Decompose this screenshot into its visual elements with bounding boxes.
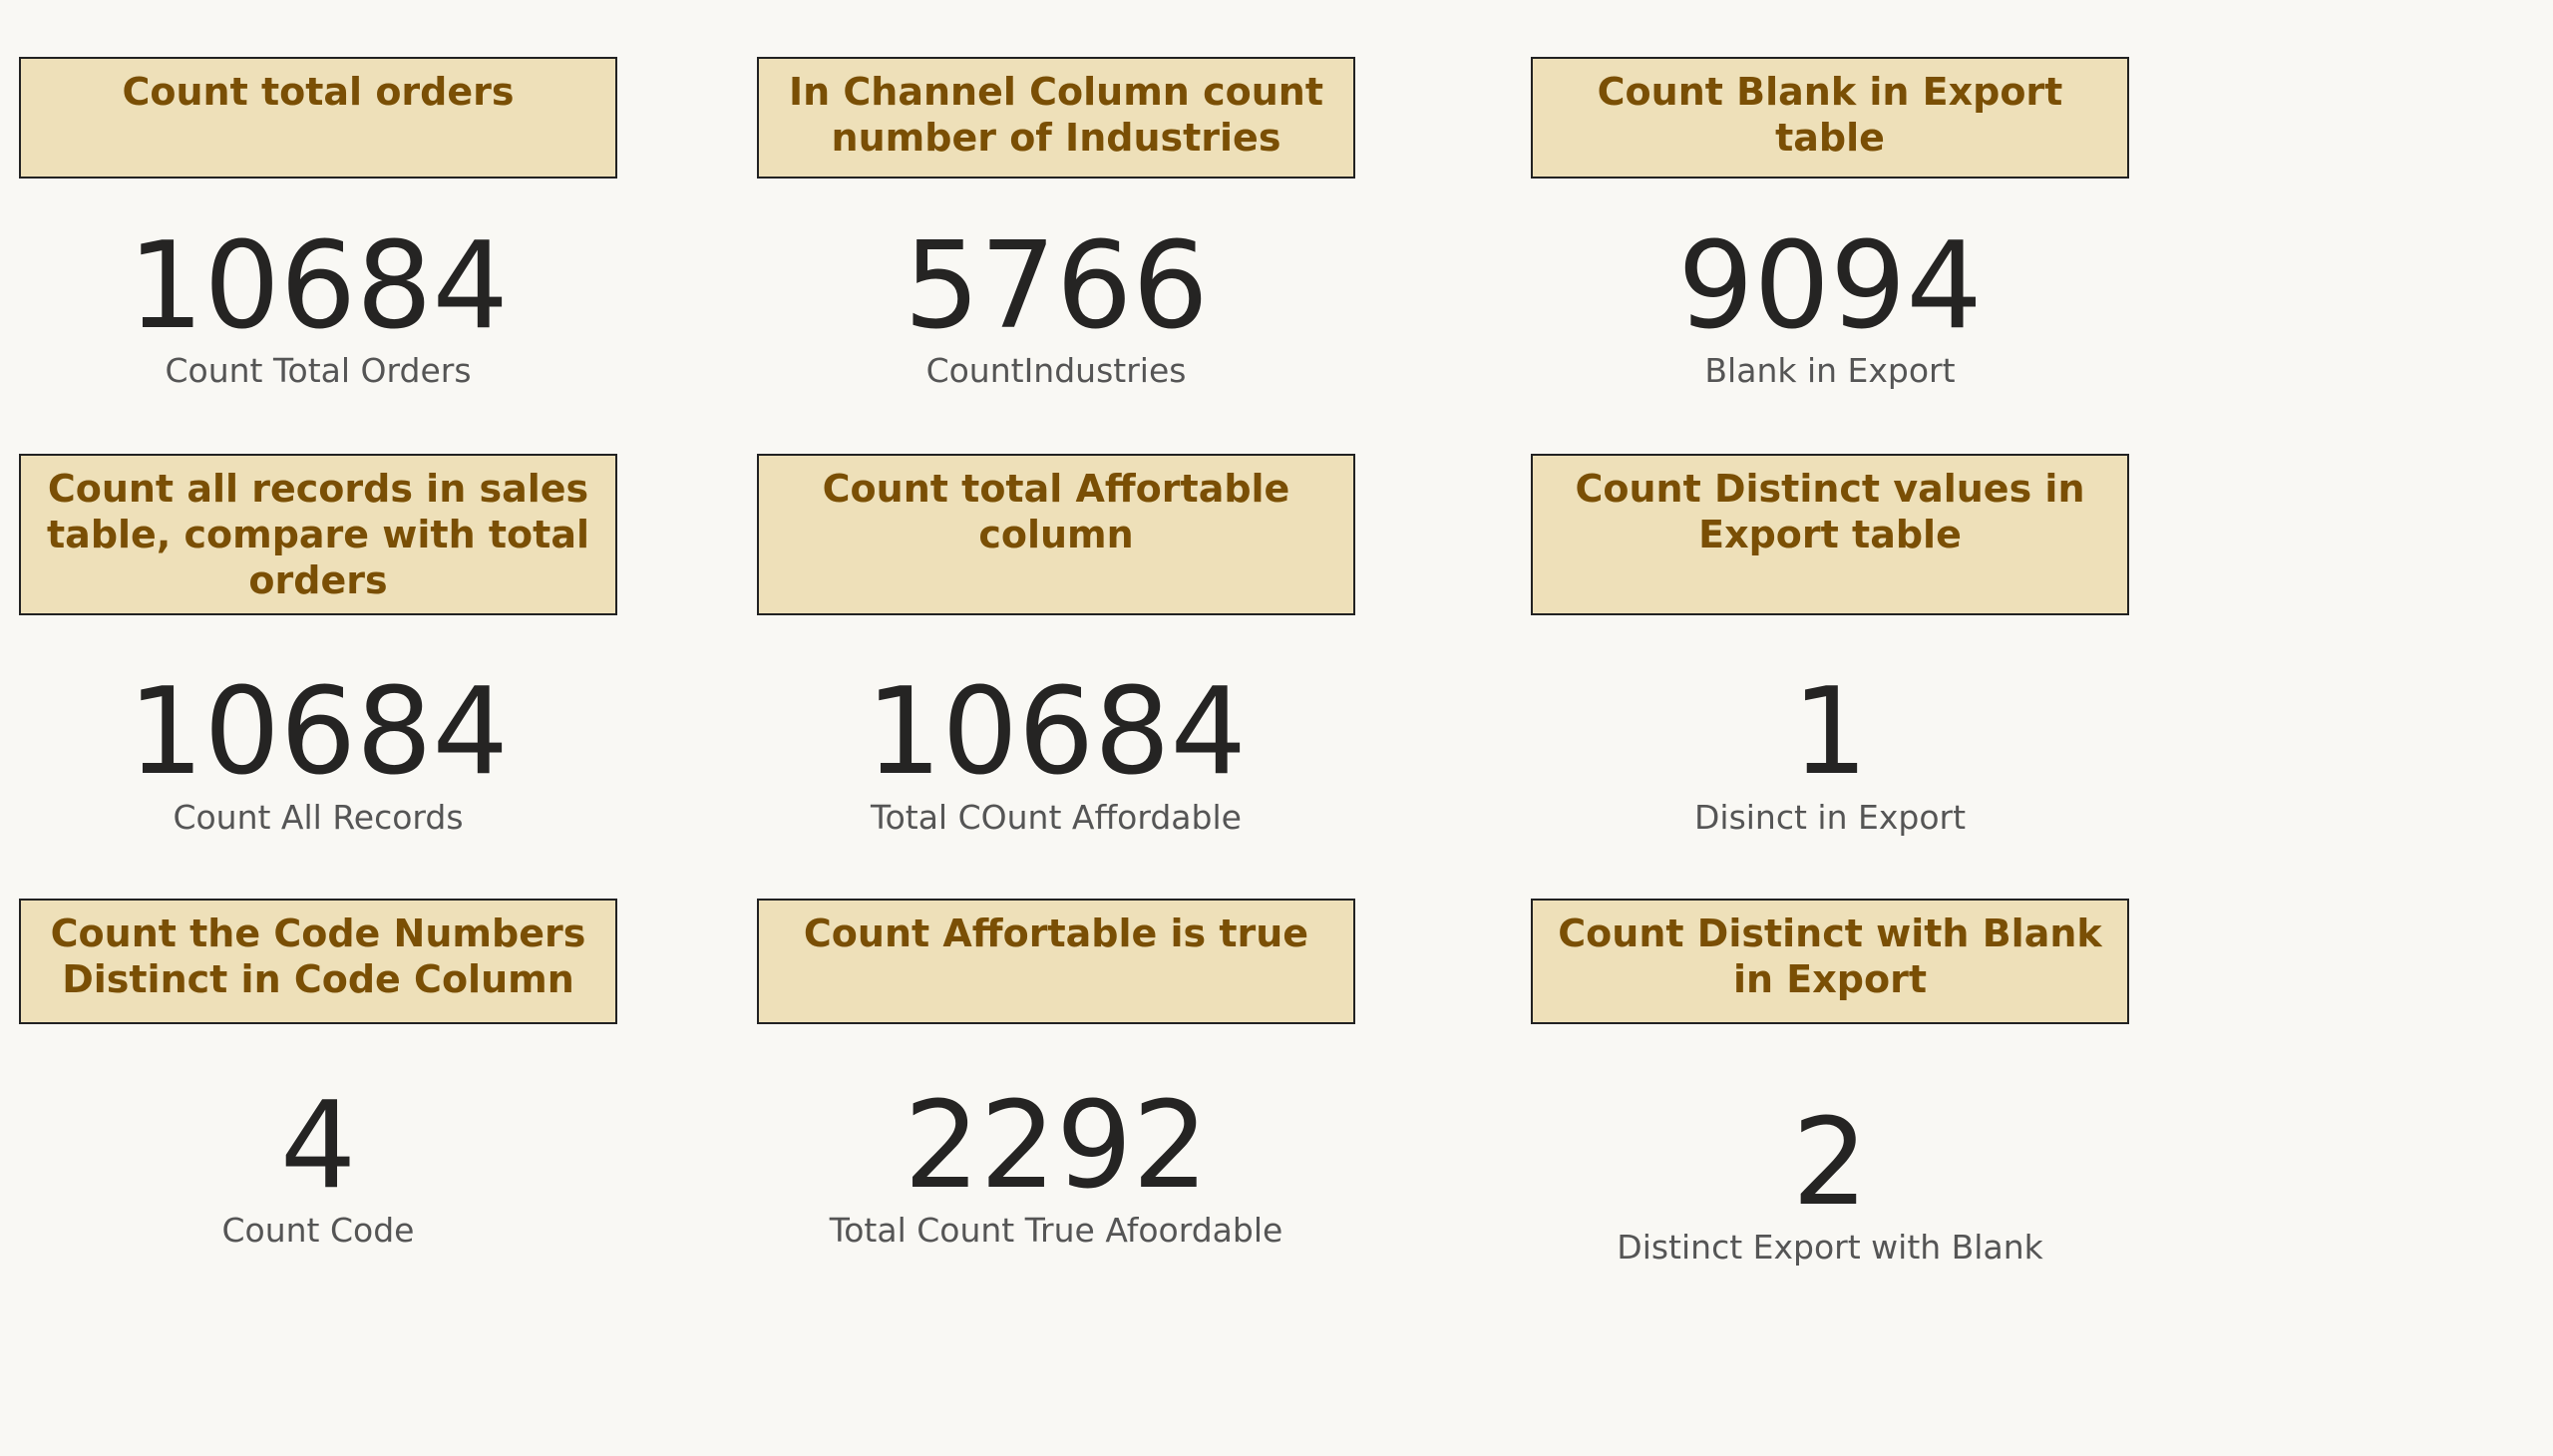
card-header-count-industries: In Channel Column count number of Indust…: [757, 57, 1355, 179]
card-value-count-industries: 5766: [904, 217, 1209, 356]
card-value-count-all-records: 10684: [128, 663, 509, 802]
card-header-distinct-export: Count Distinct values in Export table: [1531, 454, 2129, 615]
card-label-count-code: Count Code: [221, 1211, 415, 1250]
card-header-distinct-with-blank: Count Distinct with Blank in Export: [1531, 899, 2129, 1024]
card-value-total-affordable: 10684: [866, 663, 1247, 802]
card-label-blank-export: Blank in Export: [1704, 351, 1956, 390]
card-header-true-affordable: Count Affortable is true: [757, 899, 1355, 1024]
card-value-count-code: 4: [279, 1077, 357, 1216]
card-value-total-orders: 10684: [128, 217, 509, 356]
card-label-count-all-records: Count All Records: [173, 798, 464, 837]
card-header-total-affordable: Count total Affortable column: [757, 454, 1355, 615]
card-header-blank-export: Count Blank in Export table: [1531, 57, 2129, 179]
card-header-count-code: Count the Code Numbers Distinct in Code …: [19, 899, 617, 1024]
card-label-true-affordable: Total Count True Afoordable: [829, 1211, 1283, 1250]
card-value-distinct-with-blank: 2: [1791, 1094, 1869, 1233]
card-value-distinct-export: 1: [1791, 663, 1869, 802]
card-header-count-all-records: Count all records in sales table, compar…: [19, 454, 617, 615]
card-value-blank-export: 9094: [1677, 217, 1983, 356]
card-value-true-affordable: 2292: [904, 1077, 1209, 1216]
card-label-total-orders: Count Total Orders: [165, 351, 472, 390]
card-header-total-orders: Count total orders: [19, 57, 617, 179]
card-label-total-affordable: Total COunt Affordable: [871, 798, 1242, 837]
card-label-distinct-with-blank: Distinct Export with Blank: [1617, 1228, 2043, 1267]
card-label-count-industries: CountIndustries: [925, 351, 1187, 390]
card-label-distinct-export: Disinct in Export: [1693, 798, 1967, 837]
